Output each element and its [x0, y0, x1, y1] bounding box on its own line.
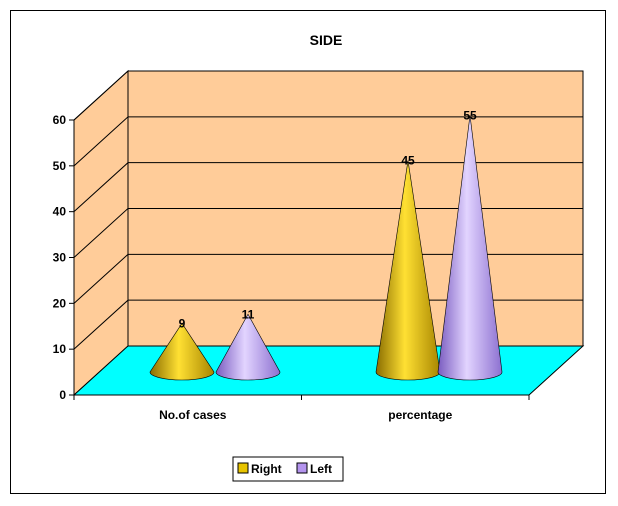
- chart-title: SIDE: [310, 32, 343, 48]
- data-label: 45: [401, 154, 415, 168]
- y-tick-label: 50: [53, 159, 67, 173]
- legend-swatch-right: [237, 462, 249, 474]
- data-label: 55: [463, 108, 477, 122]
- cone-body: [437, 115, 503, 381]
- y-tick-label: 40: [53, 205, 67, 219]
- cone-body: [149, 322, 215, 381]
- y-tick-label: 60: [53, 113, 67, 127]
- legend: Right Left: [232, 456, 344, 482]
- legend-label-right: Right: [251, 462, 282, 476]
- y-tick-label: 30: [53, 251, 67, 265]
- gridline: [73, 208, 583, 258]
- cone-right: [149, 322, 215, 381]
- gridline: [73, 253, 583, 304]
- gridline: [73, 162, 583, 213]
- legend-label-left: Left: [310, 462, 332, 476]
- x-tick-label: percentage: [388, 408, 452, 422]
- gridline: [73, 299, 583, 350]
- legend-box: [232, 456, 344, 482]
- y-tick-label: 0: [59, 388, 66, 402]
- gridline: [73, 116, 583, 167]
- gridline: [73, 70, 583, 121]
- y-tick-label: 10: [53, 342, 67, 356]
- cone-left: [437, 115, 503, 381]
- cone-left: [215, 313, 281, 381]
- floor: [72, 345, 585, 396]
- cone-body: [215, 313, 281, 381]
- data-label: 11: [242, 307, 255, 321]
- legend-swatch-left: [296, 462, 308, 474]
- x-tick-label: No.of cases: [159, 408, 227, 422]
- y-tick-label: 20: [53, 296, 67, 310]
- data-label: 9: [179, 316, 186, 330]
